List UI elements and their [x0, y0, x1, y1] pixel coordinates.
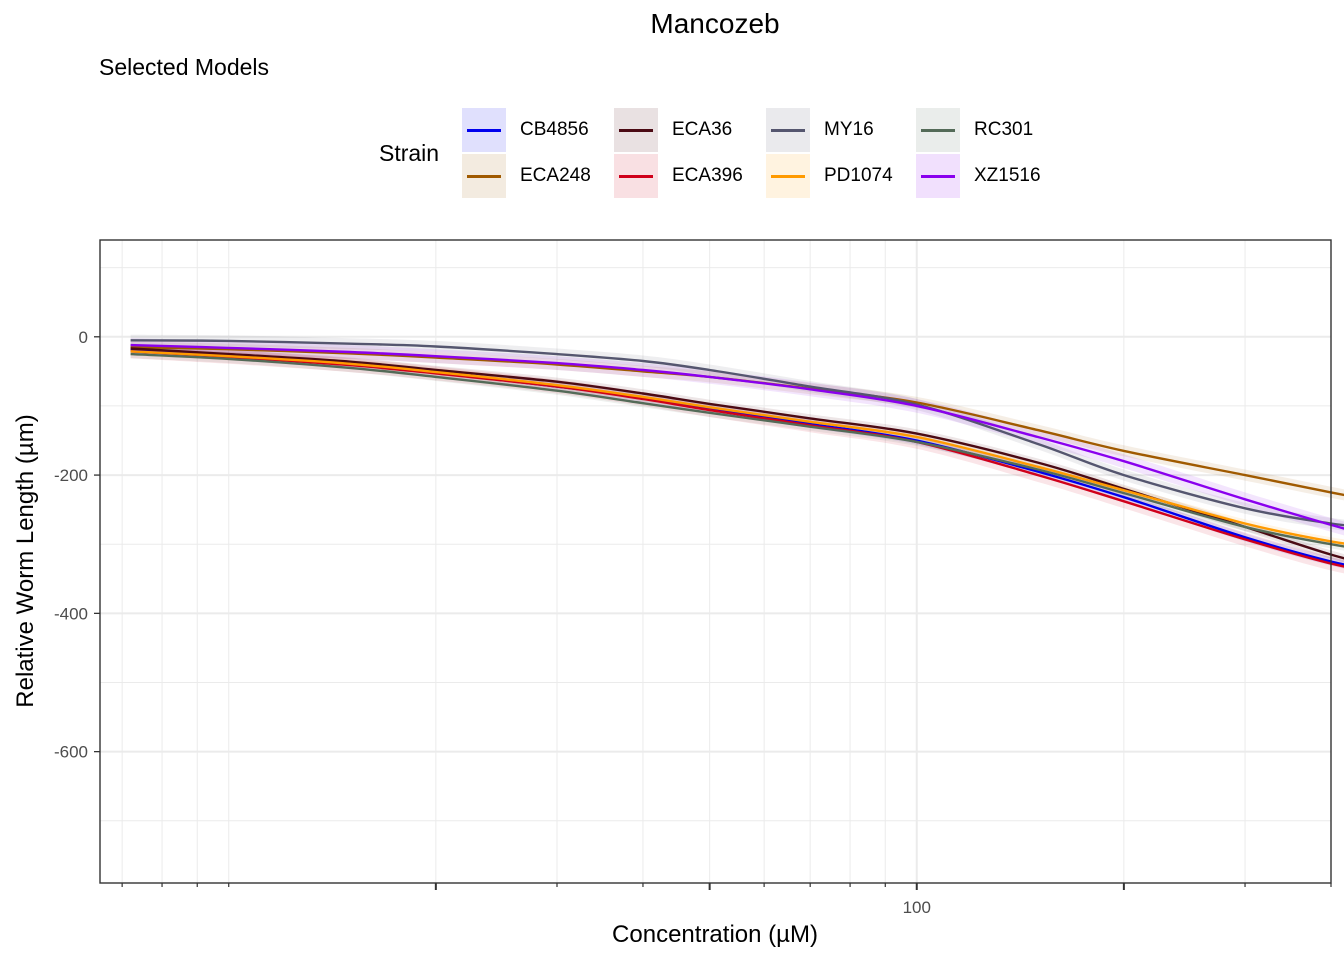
legend-item-my16: MY16 [766, 108, 874, 152]
legend-item-pd1074: PD1074 [766, 154, 893, 198]
line-rc301 [130, 352, 1344, 548]
legend-label: MY16 [824, 119, 874, 140]
x-tick-label: 100 [903, 898, 931, 917]
legend-key [916, 108, 960, 152]
legend-key [462, 154, 506, 198]
legend-key [916, 154, 960, 198]
legend-label: XZ1516 [974, 165, 1041, 186]
legend-key [614, 154, 658, 198]
line-my16 [130, 339, 1344, 527]
legend-item-cb4856: CB4856 [462, 108, 589, 152]
legend-item-eca248: ECA248 [462, 154, 591, 198]
panel-background [100, 240, 1331, 883]
legend-item-eca36: ECA36 [614, 108, 732, 152]
line-xz1516 [130, 343, 1344, 530]
y-tick-label: -600 [54, 743, 88, 762]
legend-title: Strain [379, 140, 440, 166]
y-tick-label: -200 [54, 466, 88, 485]
legend: CB4856 ECA248 ECA36 ECA396 MY16 PD1074 RC301 XZ… [462, 108, 1102, 200]
legend-item-xz1516: XZ1516 [916, 154, 1041, 198]
panel-border [99, 239, 1332, 884]
y-tick-label: 0 [79, 328, 88, 347]
legend-label: ECA396 [672, 165, 743, 186]
y-tick-label: -400 [54, 604, 88, 623]
legend-label: CB4856 [520, 119, 589, 140]
legend-label: PD1074 [824, 165, 893, 186]
line-pd1074 [130, 350, 1344, 545]
ribbon-xz1516 [130, 338, 1344, 536]
series-lines [130, 339, 1344, 568]
line-eca396 [130, 350, 1344, 568]
legend-item-rc301: RC301 [916, 108, 1033, 152]
chart-title: Mancozeb [650, 8, 780, 39]
legend-item-eca396: ECA396 [614, 154, 743, 198]
y-axis-title: Relative Worm Length (µm) [12, 414, 39, 707]
grid [100, 240, 1332, 883]
legend-key [766, 108, 810, 152]
x-axis-title: Concentration (µM) [612, 921, 818, 948]
legend-label: RC301 [974, 119, 1034, 140]
legend-key [462, 108, 506, 152]
legend-label: ECA36 [672, 119, 733, 140]
line-eca36 [130, 347, 1344, 560]
legend-key [766, 154, 810, 198]
legend-label: ECA248 [520, 165, 591, 186]
axes: 0 -200 -400 -600 100 Concentration (µM) Relati… [12, 239, 1332, 948]
chart-subtitle: Selected Models [99, 54, 270, 80]
legend-key [614, 108, 658, 152]
